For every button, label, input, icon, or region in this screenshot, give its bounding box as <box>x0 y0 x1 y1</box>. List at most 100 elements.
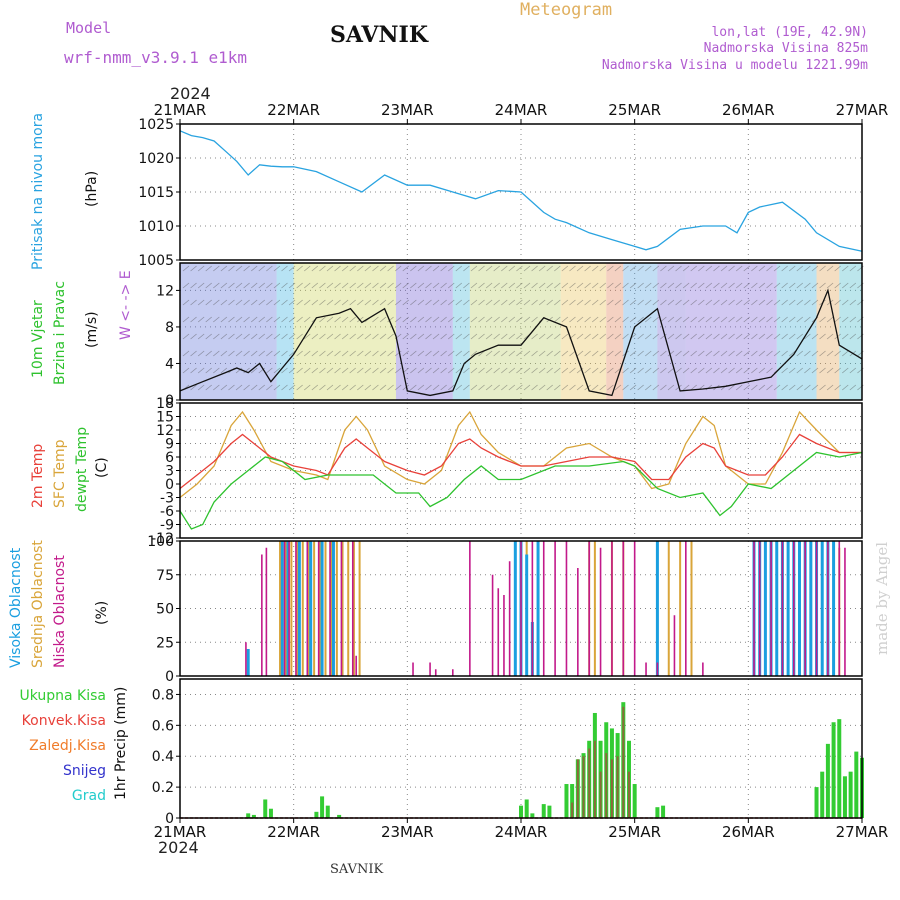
wind-barb <box>205 367 212 374</box>
wind-barb <box>508 384 516 391</box>
wind-barb <box>811 367 819 374</box>
mid-cloud-bar <box>296 541 299 676</box>
wind-barb <box>417 299 425 306</box>
wind-barb <box>372 282 379 289</box>
wind-barb <box>554 299 561 306</box>
wind-barb <box>394 265 402 272</box>
wind-barb <box>644 316 652 323</box>
wind-barb <box>781 299 788 306</box>
wind-barb <box>690 265 697 272</box>
wind-barb <box>463 299 470 306</box>
wind-barb <box>849 265 857 272</box>
wind-barb <box>607 282 614 289</box>
wind-barb <box>720 265 728 272</box>
temp-2m-axis-title: 2m Temp <box>30 444 46 508</box>
wind-barb <box>652 367 660 374</box>
high-cloud-bar <box>786 541 790 676</box>
wind-barb <box>357 333 364 340</box>
low-cloud-bar <box>838 541 841 676</box>
wind-barb <box>432 350 440 357</box>
wind-barb <box>796 384 804 391</box>
wind-barb <box>546 367 553 374</box>
wind-barb <box>288 333 296 340</box>
wind-barb <box>432 333 440 340</box>
wind-barb <box>735 299 743 306</box>
wind-barb <box>788 367 796 374</box>
mid-cloud-bar <box>335 541 338 676</box>
wind-barb <box>228 282 235 289</box>
wind-barb <box>334 265 341 272</box>
wind-barb <box>205 384 212 391</box>
y-tick-label: 8 <box>165 320 174 336</box>
wind-barb <box>273 282 281 289</box>
wind-barb <box>516 333 523 340</box>
wind-barb <box>190 367 197 374</box>
total-precip-bar <box>831 722 836 818</box>
wind-barb <box>243 333 250 340</box>
wind-barb <box>584 265 591 272</box>
wind-barb <box>826 316 834 323</box>
wind-barb <box>554 333 561 340</box>
wind-barb <box>417 282 425 289</box>
wind-barb <box>728 350 735 357</box>
wind-barb <box>720 333 728 340</box>
wind-barb <box>538 282 546 289</box>
wind-barb <box>788 384 796 391</box>
wind-barb <box>258 316 266 323</box>
wind-barb <box>720 367 728 374</box>
model-label: Model <box>66 19 112 37</box>
wind-barb <box>622 299 629 306</box>
wind-barb <box>402 333 410 340</box>
wind-barb <box>303 333 311 340</box>
high-cloud-bar <box>297 541 301 676</box>
wind-barb <box>266 333 273 340</box>
wind-barb <box>281 350 288 357</box>
precip-unit-label: 1hr Precip (mm) <box>113 687 129 800</box>
wind-barb <box>501 316 508 323</box>
wind-barb <box>213 367 220 374</box>
wind-barb <box>341 299 349 306</box>
wind-barb <box>501 350 508 357</box>
wind-barb <box>834 367 841 374</box>
wind-barb <box>607 350 614 357</box>
wind-barb <box>349 367 356 374</box>
wind-barb <box>243 299 250 306</box>
wind-barb <box>508 350 516 357</box>
low-cloud-bar <box>429 662 431 676</box>
wind-barb <box>826 282 834 289</box>
wind-unit-label: (m/s) <box>84 311 100 348</box>
low-cloud-bar <box>781 541 784 676</box>
wind-barb <box>523 299 531 306</box>
wind-barb <box>349 299 356 306</box>
wind-barb <box>250 265 258 272</box>
y-tick-label: 1020 <box>138 151 174 167</box>
panel-frame <box>179 540 863 677</box>
wind-barb <box>501 333 508 340</box>
low-cloud-bar <box>633 541 636 676</box>
wind-barb <box>228 350 235 357</box>
high-cloud-bar <box>809 541 813 676</box>
wind-barb <box>303 316 311 323</box>
wind-barb <box>266 316 273 323</box>
wind-barb <box>788 333 796 340</box>
wind-barb <box>425 384 432 391</box>
wind-barb <box>720 316 728 323</box>
wind-barb <box>644 384 652 391</box>
wind-barb <box>440 299 447 306</box>
wind-barb <box>842 265 849 272</box>
wind-barb <box>417 384 425 391</box>
wind-barb <box>849 333 857 340</box>
wind-barb <box>713 316 720 323</box>
wind-barb <box>576 299 584 306</box>
wind-barb <box>842 333 849 340</box>
wind-barb <box>614 367 622 374</box>
wind-barb <box>485 282 493 289</box>
wind-barb <box>804 384 811 391</box>
wind-barb <box>296 384 303 391</box>
wind-barb <box>410 265 417 272</box>
wind-barb <box>485 299 493 306</box>
wind-barb <box>591 316 599 323</box>
wind-barb <box>394 282 402 289</box>
wind-barb <box>561 265 569 272</box>
wind-barb <box>334 367 341 374</box>
